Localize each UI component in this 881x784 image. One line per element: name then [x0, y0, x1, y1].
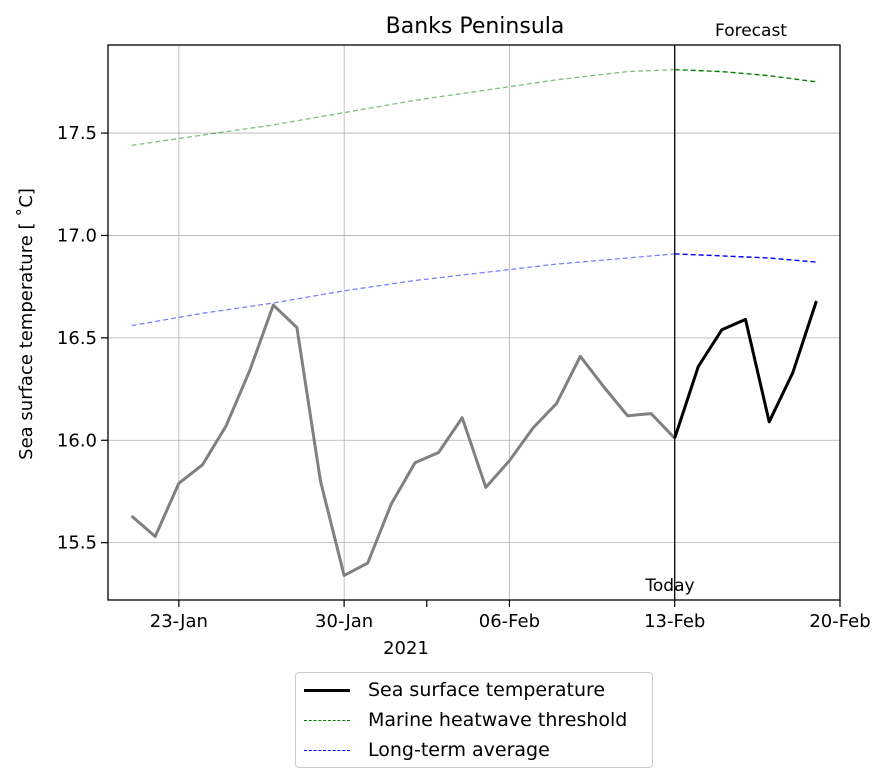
x-tick-label: 13-Feb — [644, 611, 705, 632]
today-label: Today — [644, 576, 694, 596]
legend: Sea surface temperature Marine heatwave … — [295, 672, 653, 768]
y-tick-label: 16.0 — [57, 430, 97, 451]
y-tick-label: 15.5 — [57, 533, 97, 554]
legend-swatch-average — [304, 749, 350, 751]
plot-area — [107, 44, 841, 601]
legend-item-sst: Sea surface temperature — [304, 678, 605, 702]
history-layer — [130, 68, 676, 577]
x-tick-label: 23-Jan — [150, 611, 208, 632]
forecast-layer — [673, 68, 818, 439]
y-tick-label: 16.5 — [57, 328, 97, 349]
threshold-line-past — [131, 68, 675, 147]
legend-label-threshold: Marine heatwave threshold — [368, 709, 628, 731]
legend-label-sst: Sea surface temperature — [368, 679, 606, 701]
x-tick-label: 06-Feb — [479, 611, 540, 632]
y-tick-label: 17.5 — [57, 123, 97, 144]
average-line-past — [131, 253, 675, 327]
legend-label-average: Long-term average — [368, 739, 550, 761]
threshold-line-forecast — [674, 68, 817, 83]
x-tick-label: 30-Jan — [315, 611, 373, 632]
y-tick-label: 17.0 — [57, 225, 97, 246]
average-line-forecast — [674, 253, 817, 263]
x-tick-label: 20-Feb — [809, 611, 870, 632]
legend-swatch-sst — [304, 688, 350, 692]
tick-layer: 23-Jan 30-Jan 06-Feb 13-Feb 20-Feb 15.5 16.0 16… — [57, 123, 871, 632]
legend-item-average: Long-term average — [304, 738, 550, 762]
x-axis-year-label: 2021 — [383, 638, 429, 659]
sst-line-past — [130, 303, 676, 577]
forecast-label: Forecast — [715, 21, 787, 41]
legend-item-threshold: Marine heatwave threshold — [304, 708, 627, 732]
grid-layer — [108, 45, 841, 600]
chart-title: Banks Peninsula — [386, 14, 565, 39]
y-axis-label: Sea surface temperature [ ˚C] — [16, 188, 37, 460]
legend-swatch-threshold — [304, 719, 350, 721]
sst-line-forecast — [673, 300, 818, 439]
